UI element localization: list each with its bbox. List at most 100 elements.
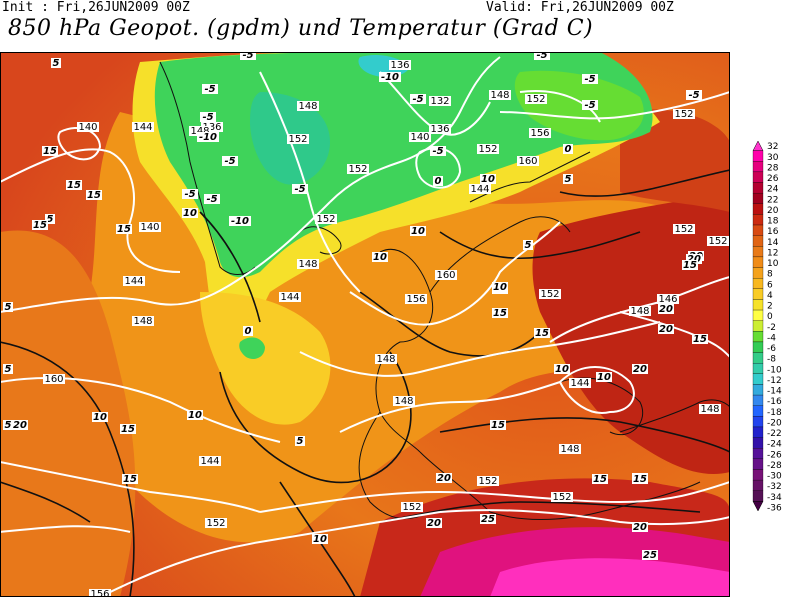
legend-level-label: -32	[767, 482, 782, 492]
geopotential-label-bg	[123, 276, 145, 286]
legend-level-label: 22	[767, 195, 778, 205]
temperature-label-bg	[45, 214, 55, 224]
geopotential-label-bg	[477, 476, 499, 486]
temperature-label-bg	[182, 208, 198, 218]
geopotential-label-bg	[347, 164, 369, 174]
legend-swatch	[752, 458, 764, 470]
temperature-label: 10	[183, 208, 197, 219]
temperature-label: 15	[117, 224, 131, 235]
temperature-label-bg	[492, 282, 508, 292]
temperature-label: -5	[536, 52, 547, 61]
temperature-label: 10	[555, 364, 569, 375]
hot-zone-east	[532, 192, 730, 474]
temperature-label-bg	[682, 260, 698, 270]
cold-zone-east	[514, 70, 644, 141]
init-time: Init : Fri,26JUN2009 00Z	[2, 0, 190, 15]
legend-level-label: -18	[767, 408, 782, 418]
temperature-label-bg	[632, 474, 648, 484]
legend-swatch	[752, 448, 764, 460]
legend-level-label: -2	[767, 323, 776, 333]
temperature-label: 15	[535, 328, 549, 339]
temperature-label-bg	[430, 146, 446, 156]
legend-level-label: -12	[767, 376, 782, 386]
geopotential-label-bg	[569, 378, 591, 388]
geopotential-label: 152	[674, 224, 693, 235]
temperature-label-bg	[410, 94, 426, 104]
temperature-label: -5	[206, 194, 217, 205]
legend-level-label: -26	[767, 450, 782, 460]
temperature-label-bg	[200, 112, 216, 122]
legend-level-label: -6	[767, 344, 776, 354]
geopotential-label: 144	[470, 184, 489, 195]
legend-swatch	[752, 214, 764, 226]
geopotential-label: 148	[630, 306, 649, 317]
geopotential-label-bg	[551, 492, 573, 502]
temperature-label-bg	[596, 372, 612, 382]
legend-level-label: -4	[767, 333, 776, 343]
temperature-label: -5	[204, 84, 215, 95]
temperature-label-bg	[592, 474, 608, 484]
legend-level-label: 32	[767, 142, 778, 152]
legend-swatch	[752, 192, 764, 204]
geopotential-label: 156	[530, 128, 549, 139]
cold-spot-atlantic	[239, 337, 265, 359]
temperature-label-bg	[32, 220, 48, 230]
temperature-label-bg	[658, 304, 674, 314]
temperature-label-bg	[490, 420, 506, 430]
legend-swatch	[752, 394, 764, 406]
temperature-label-bg	[379, 72, 401, 82]
temperature-label-bg	[3, 302, 13, 312]
temperature-label: -5	[224, 156, 235, 167]
geopotential-label-bg	[279, 292, 301, 302]
geopotential-label: 144	[200, 456, 219, 467]
geopotential-label: 148	[190, 126, 209, 137]
temperature-label: -5	[432, 146, 443, 157]
geopotential-label-bg	[401, 502, 423, 512]
legend-swatch	[752, 278, 764, 289]
geopotential-label-bg	[405, 294, 427, 304]
legend-swatch	[752, 501, 764, 512]
geopotential-label: 152	[206, 518, 225, 529]
geopotential-label: 152	[526, 94, 545, 105]
geopotential-label-bg	[429, 96, 451, 106]
legend-level-label: -8	[767, 355, 776, 365]
legend-swatch	[752, 140, 764, 151]
temperature-label: 15	[593, 474, 607, 485]
geopotential-label-bg	[77, 122, 99, 132]
geopotential-label-bg	[297, 259, 319, 269]
legend-swatch	[752, 384, 764, 396]
geopotential-label-bg	[629, 306, 651, 316]
legend-level-label: -36	[767, 504, 782, 513]
temperature-label: -10	[381, 72, 399, 83]
temperature-label-bg	[582, 74, 598, 84]
temperature-label: 5	[53, 58, 60, 69]
geopotential-label-bg	[89, 589, 111, 597]
temperature-label: -5	[412, 94, 423, 105]
temperature-label-bg	[116, 224, 132, 234]
legend-swatch	[752, 161, 764, 173]
geopotential-label-bg	[673, 109, 695, 119]
legend-swatch	[752, 363, 764, 374]
legend-level-label: 30	[767, 153, 779, 163]
geopotential-label-bg	[205, 518, 227, 528]
legend-level-label: 6	[767, 280, 773, 290]
legend-swatch	[752, 246, 764, 258]
geopotential-label-bg	[477, 144, 499, 154]
geopotential-label-bg	[132, 122, 154, 132]
temperature-label: 20	[13, 420, 27, 431]
geopotential-label-bg	[707, 236, 729, 246]
temperature-label: 15	[43, 146, 57, 157]
temperature-label: 20	[659, 304, 673, 315]
legend-level-label: 14	[767, 238, 779, 248]
geopotential-label: 148	[700, 404, 719, 415]
legend-swatch	[752, 309, 764, 321]
geopotential-label-bg	[201, 122, 223, 132]
legend-swatch	[752, 288, 764, 300]
geopotential-label: 136	[202, 122, 221, 133]
temperature-label-bg	[410, 226, 426, 236]
geopotential-label-bg	[539, 289, 561, 299]
temperature-label: -5	[294, 184, 305, 195]
legend-swatch	[752, 150, 764, 162]
temperature-label-bg	[312, 534, 328, 544]
